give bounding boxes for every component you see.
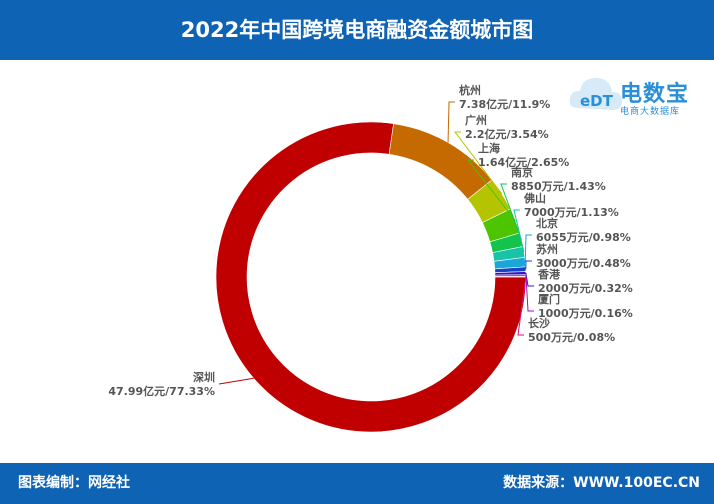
slice-label-name-9: 厦门 [538,292,560,306]
slice-label-name-2: 广州 [465,113,487,127]
leader-line-8 [525,273,534,287]
slice-label-value-9: 1000万元/0.16% [538,307,633,320]
footer-source-left: 图表编制：网经社 [18,475,130,491]
slice-label-name-1: 杭州 [459,83,481,97]
slice-label-value-7: 3000万元/0.48% [536,257,631,270]
footer-source-right: 数据来源：WWW.100EC.CN [503,475,700,491]
leader-line-9 [525,275,534,312]
leader-line-1 [447,101,455,143]
slice-label-name-10: 长沙 [528,316,550,330]
slice-label-name-3: 上海 [478,141,500,155]
leader-line-10 [517,276,527,336]
slice-label-value-10: 500万元/0.08% [528,331,615,344]
leader-line-3 [466,159,516,222]
leader-line-2 [453,131,503,195]
leader-line-4 [500,183,522,240]
logo-badge-text: eDT [580,92,614,110]
leader-line-7 [525,260,532,270]
slice-label-value-0: 47.99亿元/77.33% [108,384,215,398]
slice-0 [215,121,527,433]
brand-logo: eDT 电数宝 电商大数据库 [566,62,712,128]
slice-10 [494,275,527,278]
slice-label-value-4: 8850万元/1.43% [511,180,606,193]
slice-label-value-2: 2.2亿元/3.54% [465,127,549,141]
slice-label-name-7: 苏州 [536,242,558,256]
slice-label-name-0: 深圳 [193,370,215,384]
leader-line-0 [218,377,254,385]
slice-label-name-4: 南京 [511,165,533,179]
slice-label-value-6: 6055万元/0.98% [536,231,631,244]
chart-title: 2022年中国跨境电商融资金额城市图 [180,18,534,42]
slice-label-name-5: 佛山 [523,191,546,205]
footer-bar: 图表编制：网经社 数据来源：WWW.100EC.CN [0,463,714,504]
slice-label-name-6: 北京 [536,216,558,230]
leader-line-5 [513,209,525,253]
header-bar: 2022年中国跨境电商融资金额城市图 [0,0,714,60]
logo-subtext: 电商大数据库 [620,107,681,117]
leader-line-6 [524,234,532,263]
cloud-icon: eDT [569,78,622,110]
slice-label-name-8: 香港 [537,267,561,281]
slice-label-value-8: 2000万元/0.32% [538,282,633,295]
slice-label-value-5: 7000万元/1.13% [524,206,619,219]
slice-label-value-1: 7.38亿元/11.9% [459,97,550,111]
logo-text: 电数宝 [620,82,690,107]
slice-label-value-3: 1.64亿元/2.65% [478,155,569,169]
